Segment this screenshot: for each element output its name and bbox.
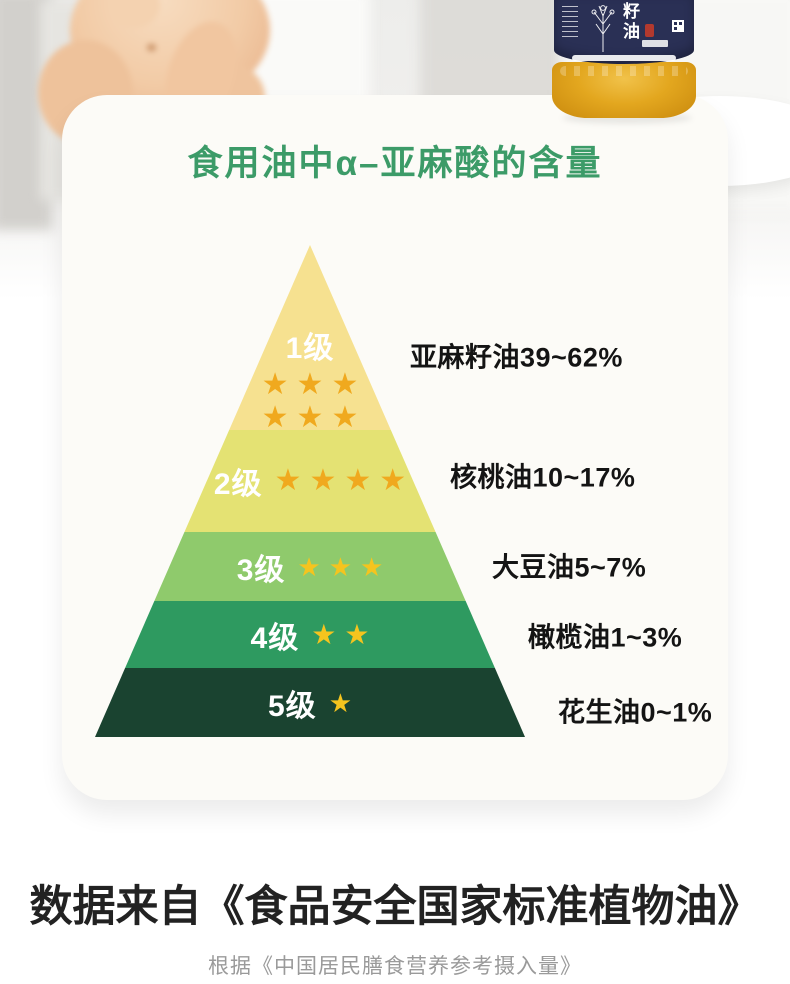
star-icon: ★ xyxy=(331,368,359,401)
star-row: ★ ★ xyxy=(311,618,370,650)
level-rank-label: 3级 xyxy=(236,553,286,587)
star-row: ★ ★ ★ xyxy=(297,554,383,580)
infographic-card: 食用油中α–亚麻酸的含量 1级 ★ ★ ★ ★ ★ ★ 2级 ★ ★ ★ ★ 3级 ★ ★ ★ 4级 ★ ★ 5级 ★ … xyxy=(62,95,728,800)
label-badge xyxy=(642,40,668,47)
bottle-label: 籽油 xyxy=(554,0,694,64)
level-rank-label: 4级 xyxy=(250,621,300,655)
star-icon: ★ xyxy=(296,368,324,401)
baby-navel xyxy=(147,44,156,51)
star-icon: ★ xyxy=(360,551,384,582)
qr-code-icon xyxy=(672,20,684,32)
page-title: 食用油中α–亚麻酸的含量 xyxy=(187,144,603,183)
star-icon: ★ xyxy=(309,464,337,497)
star-icon: ★ xyxy=(261,401,289,434)
pyramid-level-2: 2级 ★ ★ ★ ★ xyxy=(184,430,436,532)
star-icon: ★ xyxy=(261,368,289,401)
star-icon: ★ xyxy=(328,551,352,582)
pyramid-level-5: 5级 ★ xyxy=(95,668,525,737)
red-seal-icon xyxy=(645,24,654,37)
level-value-label: 核桃油10~17% xyxy=(450,462,636,493)
bottle-oil-glass xyxy=(552,62,696,118)
star-icon: ★ xyxy=(274,464,302,497)
level-rank-label: 1级 xyxy=(285,332,335,365)
star-row: ★ ★ ★ ★ xyxy=(275,466,407,496)
level-value-label: 亚麻籽油39~62% xyxy=(410,342,623,373)
level-rank-label: 2级 xyxy=(213,468,263,501)
star-row: ★ xyxy=(329,690,352,716)
level-value-label: 大豆油5~7% xyxy=(492,552,647,583)
flax-flower-icon xyxy=(591,5,615,52)
level-value-label: 花生油0~1% xyxy=(558,697,713,728)
star-icon: ★ xyxy=(328,687,352,718)
star-icon: ★ xyxy=(379,464,407,497)
star-icon: ★ xyxy=(344,618,370,650)
star-row: ★ ★ ★ xyxy=(262,370,359,400)
star-row: ★ ★ ★ xyxy=(261,401,359,434)
star-icon: ★ xyxy=(344,464,372,497)
label-fine-print xyxy=(562,6,578,40)
pyramid-level-4: 4级 ★ ★ xyxy=(125,601,495,668)
oil-pyramid-chart: 1级 ★ ★ ★ ★ ★ ★ 2级 ★ ★ ★ ★ 3级 ★ ★ ★ 4级 ★ ★ 5级 ★ xyxy=(95,245,525,737)
pyramid-level-3: 3级 ★ ★ ★ xyxy=(154,532,466,601)
data-note-text: 根据《中国居民膳食营养参考摄入量》 xyxy=(208,955,582,978)
label-bottom-strip xyxy=(572,55,676,61)
bottle-label-text: 籽油 xyxy=(620,2,639,42)
star-icon: ★ xyxy=(296,401,324,434)
star-icon: ★ xyxy=(311,618,337,650)
flaxseed-oil-bottle: 籽油 xyxy=(552,0,702,124)
data-source-text: 数据来自《食品安全国家标准植物油》 xyxy=(29,883,761,931)
star-icon: ★ xyxy=(331,401,359,434)
star-icon: ★ xyxy=(297,551,321,582)
level-value-label: 橄榄油1~3% xyxy=(528,622,683,653)
level-rank-label: 5级 xyxy=(268,689,317,723)
